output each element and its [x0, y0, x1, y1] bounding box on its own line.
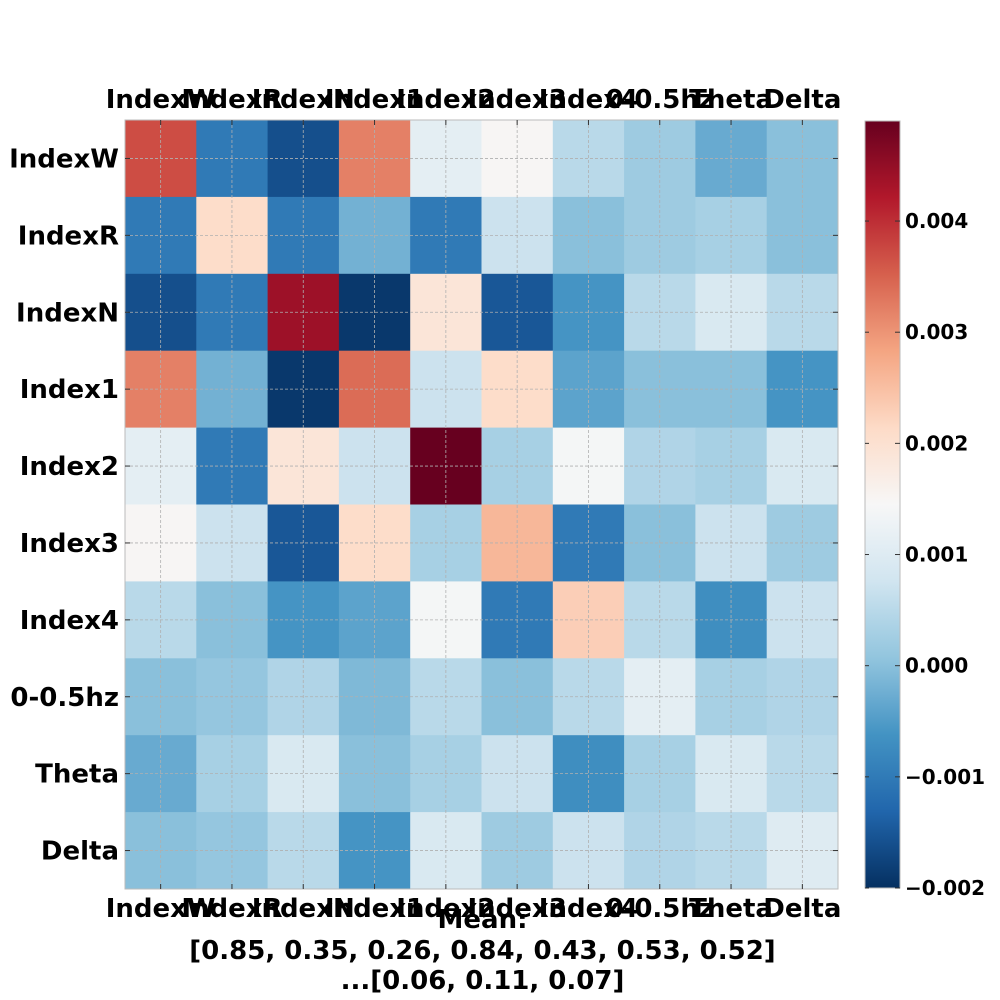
y-tick-label: IndexW — [9, 144, 119, 174]
y-axis-labels: IndexW IndexR IndexN Index1 Index2 Index3 Inde… — [9, 144, 119, 866]
y-tick-label: Index4 — [20, 606, 119, 636]
x-tick-label-bottom: IndexW — [106, 894, 216, 924]
x-tick-label-bottom: Theta — [689, 894, 773, 924]
x-tick-label-top: IndexN — [252, 85, 355, 115]
x-tick-label-bottom: Index2 — [396, 894, 495, 924]
plot-frame — [124, 119, 839, 890]
colorbar-tick-label: 0.001 — [905, 543, 968, 567]
y-tick-label: Delta — [41, 837, 119, 867]
y-tick-label: IndexN — [16, 298, 119, 328]
x-axis-bottom-labels: IndexWIndexRIndexNIndex1Index2Index3Inde… — [106, 894, 842, 924]
x-tick-label-bottom: Index1 — [325, 894, 424, 924]
x-tick-label-bottom: Index3 — [468, 894, 567, 924]
colorbar-tick-label: −0.002 — [905, 876, 985, 900]
x-tick-label-top: 0-0.5hz — [605, 85, 714, 115]
x-tick-label-top: Index4 — [539, 85, 638, 115]
x-tick-label-top: Index1 — [325, 85, 424, 115]
mean-label-line: ...[0.06, 0.11, 0.07] — [341, 966, 625, 996]
x-tick-label-top: Delta — [763, 85, 841, 115]
y-tick-label: IndexR — [18, 221, 119, 251]
heatmap-grid — [125, 120, 838, 889]
x-tick-label-bottom: IndexN — [252, 894, 355, 924]
y-tick-label: Theta — [35, 760, 119, 790]
y-tick-label: Index2 — [20, 452, 119, 482]
x-tick-label-top: Theta — [689, 85, 773, 115]
colorbar-tick-label: 0.003 — [905, 320, 968, 344]
colorbar-tick-label: 0.004 — [905, 209, 968, 233]
colorbar-tick-label: 0.000 — [905, 654, 968, 678]
x-tick-label-top: IndexR — [181, 85, 282, 115]
axis-ticks — [125, 120, 838, 889]
mean-label-line: [0.85, 0.35, 0.26, 0.84, 0.43, 0.53, 0.5… — [189, 936, 775, 966]
x-tick-label-bottom: Index4 — [539, 894, 638, 924]
y-tick-label: Index1 — [20, 375, 119, 405]
x-tick-label-top: Index3 — [468, 85, 567, 115]
x-tick-label-bottom: IndexR — [181, 894, 282, 924]
colorbar-ticks: −0.002 −0.001 0.000 0.001 0.002 0.003 0.004 — [865, 209, 985, 900]
y-tick-label: Index3 — [20, 529, 119, 559]
mean-label-line: Mean: — [438, 905, 528, 935]
y-tick-label: 0-0.5hz — [10, 683, 119, 713]
colorbar — [864, 120, 901, 889]
x-axis-label: Mean:[0.85, 0.35, 0.26, 0.84, 0.43, 0.53… — [189, 905, 775, 996]
x-tick-label-bottom: Delta — [763, 894, 841, 924]
x-tick-label-top: IndexW — [106, 85, 216, 115]
colorbar-tick-label: −0.001 — [905, 765, 985, 789]
colorbar-tick-label: 0.002 — [905, 431, 968, 455]
x-tick-label-bottom: 0-0.5hz — [605, 894, 714, 924]
x-axis-top-labels: IndexWIndexRIndexNIndex1Index2Index3Inde… — [106, 85, 842, 115]
x-tick-label-top: Index2 — [396, 85, 495, 115]
